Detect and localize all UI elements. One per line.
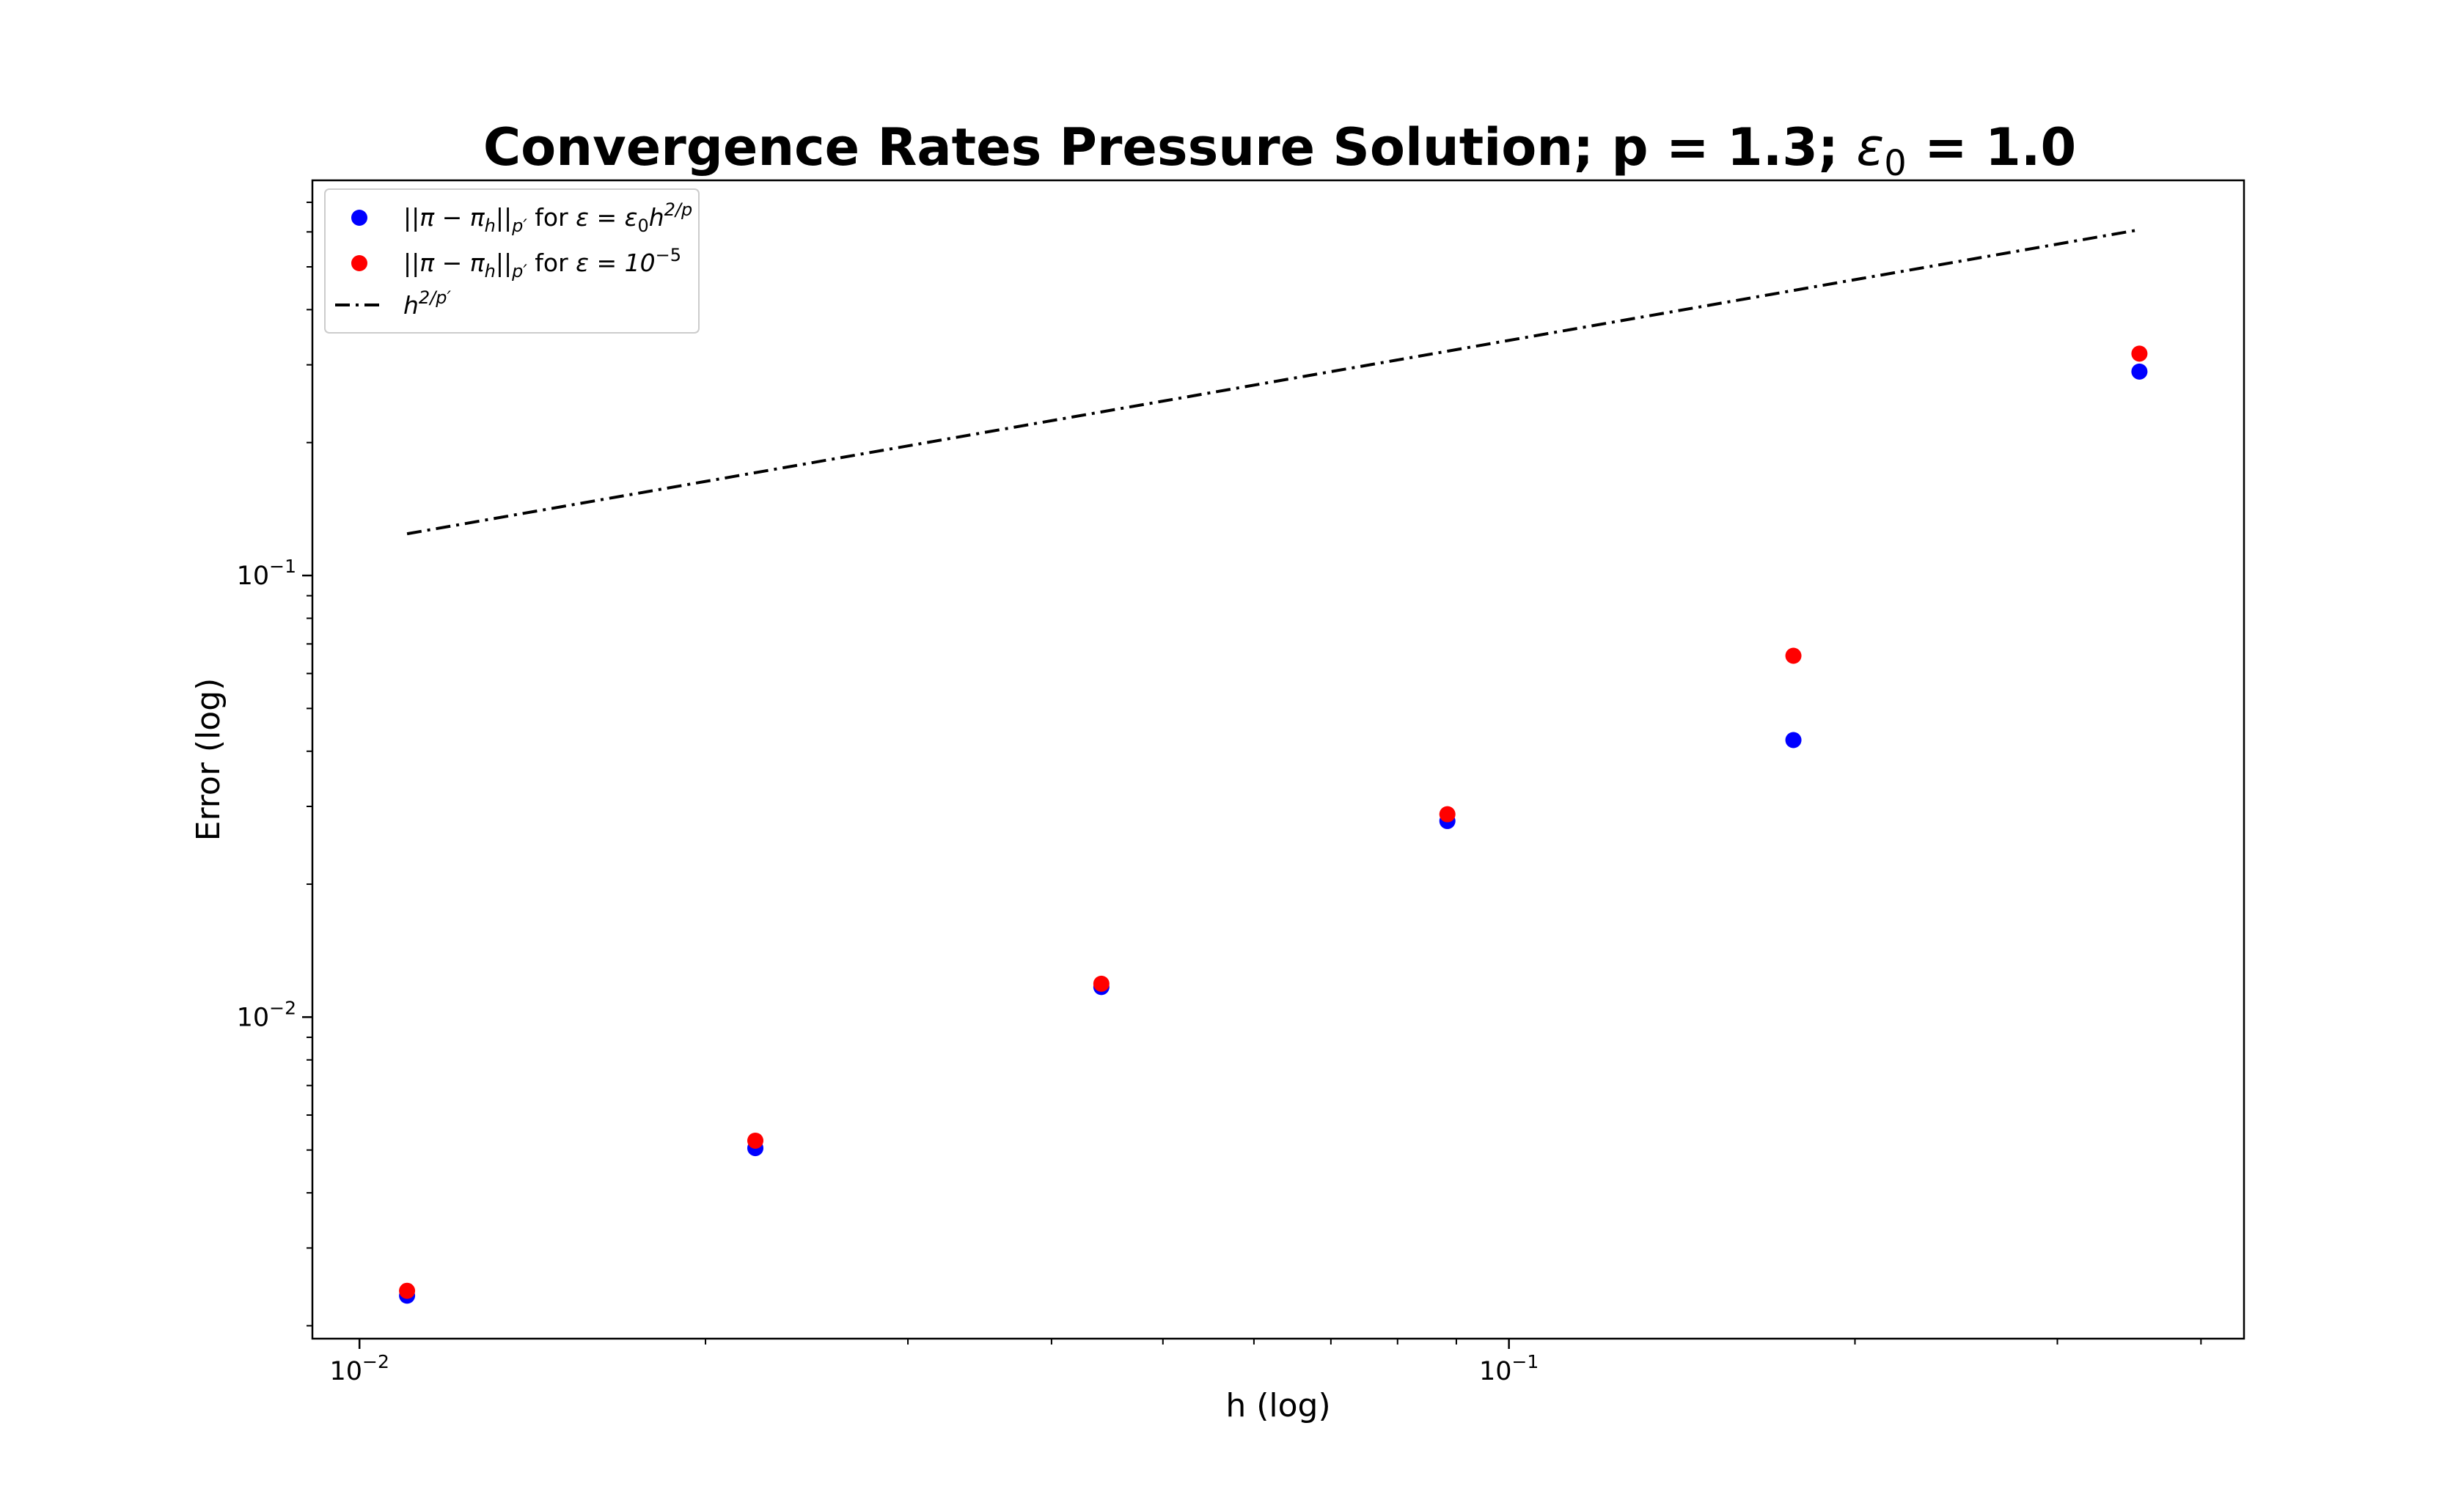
legend[interactable]: ||π − πh||p′ for ε = ε0h2/p ||π − πh||p′…	[324, 188, 700, 334]
legend-label-series-3: h2/p′	[403, 287, 452, 320]
legend-label-series-1: ||π − πh||p′ for ε = ε0h2/p	[403, 199, 692, 236]
x-axis-label: h (log)	[1225, 1387, 1330, 1424]
x-axis: 10−2 10−1	[329, 1339, 2202, 1386]
title-epsilon: ε	[1856, 117, 1884, 177]
title-prefix: Convergence Rates Pressure Solution; p =…	[483, 117, 1857, 177]
legend-box	[324, 188, 700, 334]
data-point-series-2	[1439, 806, 1456, 823]
data-point-series-1	[2131, 363, 2148, 380]
data-point-series-1	[1785, 732, 1802, 748]
plot-area	[311, 179, 2245, 1340]
legend-label-series-2: ||π − πh||p′ for ε = 10−5	[403, 245, 681, 282]
y-tick-label: 10−2	[237, 997, 296, 1032]
y-axis-label: Error (log)	[190, 678, 227, 842]
chart-title: Convergence Rates Pressure Solution; p =…	[483, 117, 2076, 184]
data-point-series-2	[399, 1282, 416, 1299]
x-tick-label: 10−2	[329, 1351, 389, 1386]
title-suffix: = 1.0	[1907, 117, 2076, 177]
x-tick-label: 10−1	[1479, 1351, 1539, 1386]
data-point-series-2	[1785, 647, 1802, 664]
title-epsilon-subscript: 0	[1884, 143, 1907, 184]
data-point-series-2	[747, 1132, 764, 1149]
data-point-series-2	[1093, 975, 1110, 992]
data-point-series-2	[2131, 345, 2148, 362]
y-tick-label: 10−1	[237, 556, 296, 591]
legend-marker-red	[351, 255, 367, 271]
y-axis: 10−2 10−1	[237, 201, 312, 1327]
data-layer	[399, 228, 2148, 1304]
legend-marker-blue	[351, 210, 367, 226]
